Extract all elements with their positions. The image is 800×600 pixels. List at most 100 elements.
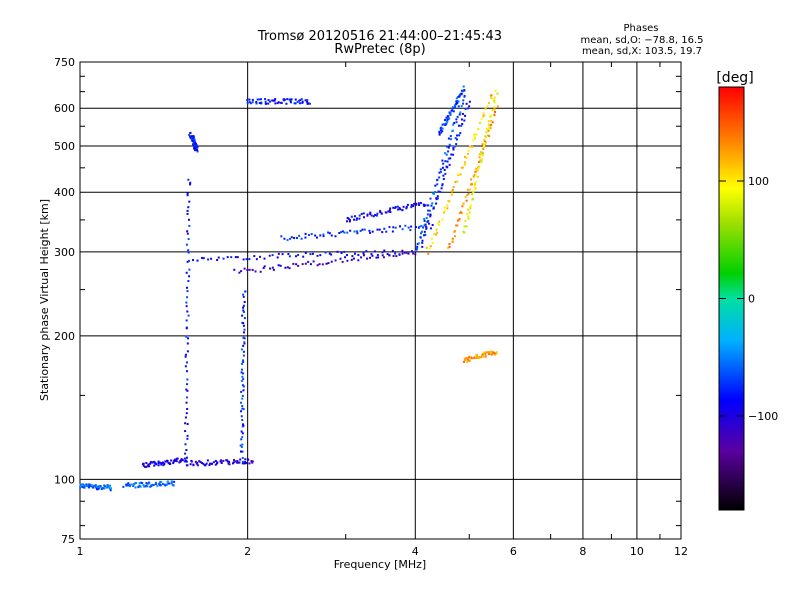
echo-point: [491, 121, 494, 124]
echo-point: [482, 112, 485, 115]
echo-point: [425, 225, 428, 228]
echo-point: [138, 484, 141, 487]
echo-point: [185, 370, 188, 373]
echo-point: [465, 157, 468, 160]
echo-point: [251, 460, 254, 463]
echo-point: [450, 109, 453, 112]
echo-point: [416, 245, 419, 248]
echo-point: [486, 104, 489, 107]
echo-point: [185, 326, 188, 329]
echo-point: [370, 253, 373, 256]
echo-point: [457, 100, 460, 103]
echo-point: [304, 99, 307, 102]
echo-point: [194, 149, 197, 152]
echo-point: [170, 480, 173, 483]
echo-point: [187, 280, 190, 283]
echo-point: [186, 212, 189, 215]
echo-point: [460, 166, 463, 169]
echo-point: [469, 204, 472, 207]
echo-point: [241, 419, 244, 422]
echo-point: [195, 148, 198, 151]
echo-point: [297, 99, 300, 102]
echo-point: [396, 205, 399, 208]
echo-point: [240, 368, 243, 371]
echo-point: [255, 102, 258, 105]
echo-point: [451, 106, 454, 109]
echo-point: [476, 356, 479, 359]
echo-point: [251, 268, 254, 271]
echo-point: [349, 229, 352, 232]
echo-point: [193, 138, 196, 141]
echo-point: [448, 117, 451, 120]
echo-point: [449, 113, 452, 116]
echo-point: [360, 212, 363, 215]
echo-point: [186, 437, 189, 440]
echo-point: [495, 351, 498, 354]
echo-point: [476, 355, 479, 358]
echo-point: [241, 375, 244, 378]
echo-point: [175, 457, 178, 460]
echo-point: [491, 351, 494, 354]
echo-point: [240, 401, 243, 404]
echo-point: [186, 378, 189, 381]
echo-point: [240, 379, 243, 382]
y-tick-label: 75: [61, 533, 75, 546]
echo-point: [265, 102, 268, 105]
echo-point: [242, 306, 245, 309]
echo-point: [423, 224, 426, 227]
echo-point: [489, 127, 492, 130]
echo-point: [383, 227, 386, 230]
echo-point: [154, 483, 157, 486]
echo-point: [88, 484, 91, 487]
echo-point: [149, 485, 152, 488]
echo-point: [474, 186, 477, 189]
echo-point: [287, 253, 290, 256]
echo-point: [244, 460, 247, 463]
echo-point: [457, 96, 460, 99]
echo-point: [443, 209, 446, 212]
echo-point: [186, 464, 189, 467]
echo-point: [185, 301, 188, 304]
echo-point: [368, 229, 371, 232]
echo-point: [434, 184, 437, 187]
echo-point: [283, 237, 286, 240]
echo-point: [345, 254, 348, 257]
echo-point: [243, 301, 246, 304]
echo-point: [312, 260, 315, 263]
echo-point: [451, 237, 454, 240]
echo-point: [448, 200, 451, 203]
echo-point: [473, 133, 476, 136]
echo-point: [453, 145, 456, 148]
echo-point: [172, 484, 175, 487]
echo-point: [459, 111, 462, 114]
echo-point: [157, 462, 160, 465]
echo-point: [381, 231, 384, 234]
echo-point: [300, 98, 303, 101]
echo-point: [239, 450, 242, 453]
echo-point: [397, 208, 400, 211]
echo-point: [186, 260, 189, 263]
echo-point: [151, 461, 154, 464]
echo-point: [486, 134, 489, 137]
echo-point: [455, 100, 458, 103]
echo-point: [429, 215, 432, 218]
echo-point: [243, 341, 246, 344]
echo-point: [184, 422, 187, 425]
echo-point: [493, 108, 496, 111]
echo-point: [242, 360, 245, 363]
echo-point: [460, 118, 463, 121]
echo-point: [279, 264, 282, 267]
echo-point: [330, 260, 333, 263]
echo-point: [430, 204, 433, 207]
echo-point: [240, 390, 243, 393]
echo-point: [465, 102, 468, 105]
echo-point: [454, 235, 457, 238]
echo-point: [460, 105, 463, 108]
echo-point: [241, 436, 244, 439]
echo-point: [461, 166, 464, 169]
echo-point: [438, 131, 441, 134]
echo-point: [196, 146, 199, 149]
echo-point: [419, 202, 422, 205]
echo-point: [410, 250, 413, 253]
